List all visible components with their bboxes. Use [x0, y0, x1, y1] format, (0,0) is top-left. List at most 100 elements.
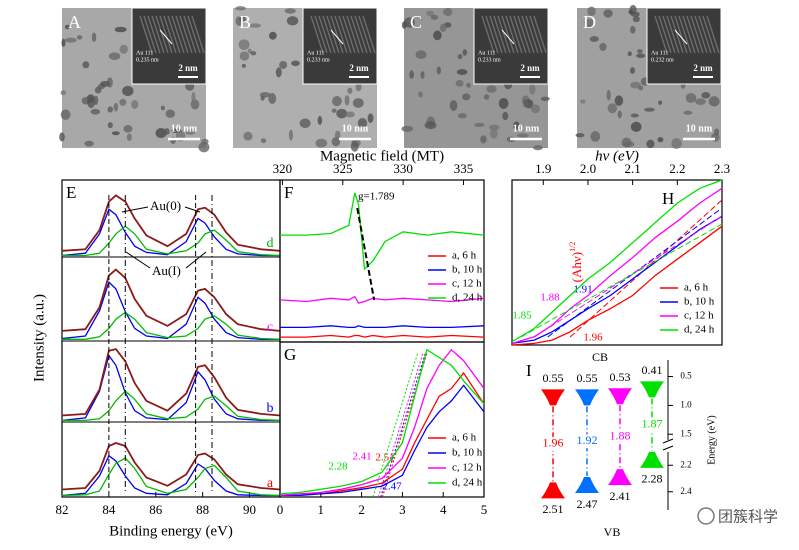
particle	[587, 6, 596, 17]
particle	[638, 85, 644, 91]
lattice-fringe	[322, 15, 336, 54]
particle	[462, 93, 471, 101]
particle	[239, 16, 246, 22]
particle	[426, 10, 435, 17]
x-axis-title: hν (eV)	[595, 148, 639, 164]
particle	[165, 109, 176, 118]
lattice-fringe	[690, 15, 704, 54]
lattice-fringe	[362, 15, 376, 54]
lattice-fringe	[493, 15, 507, 54]
particle	[59, 132, 65, 142]
particle	[123, 125, 133, 133]
particle	[617, 110, 622, 119]
particle	[466, 82, 471, 88]
series-line	[511, 225, 723, 346]
particle	[357, 118, 368, 129]
particle	[599, 42, 607, 51]
particle	[76, 35, 83, 40]
x-axis-title: Magnetic field (MT)	[320, 148, 444, 164]
lattice-fringe	[151, 15, 165, 54]
lattice-fringe	[358, 15, 372, 54]
intercept-label: 1.85	[512, 310, 532, 322]
particle	[637, 49, 643, 54]
lattice-fringe	[489, 15, 503, 54]
annotation: g=1.789	[358, 191, 395, 203]
particle	[630, 121, 642, 132]
y-tick-label: 2.4	[680, 486, 692, 496]
particle	[345, 111, 355, 118]
legend-label: c, 12 h	[452, 462, 482, 474]
legend-label: d, 24 h	[684, 324, 715, 336]
particle	[191, 92, 196, 103]
lattice-fringe	[525, 15, 539, 54]
lattice-fringe	[159, 15, 173, 54]
x-tick-label: 2	[358, 502, 365, 517]
particle	[107, 122, 113, 129]
particle	[630, 113, 639, 118]
x-tick-label: 335	[454, 161, 474, 176]
gap-label-bg	[540, 436, 566, 451]
particle	[334, 130, 341, 140]
particle	[685, 92, 697, 103]
legend-label: a, 6 h	[452, 432, 477, 444]
particle	[107, 106, 114, 113]
x-tick-label: 320	[273, 161, 293, 176]
vb-label: 2.28	[642, 472, 663, 486]
lattice-fringe	[501, 15, 515, 54]
particle	[502, 111, 509, 121]
particle	[575, 133, 585, 138]
x-tick-label: 1	[318, 502, 325, 517]
lattice-fringe	[521, 15, 535, 54]
particle	[239, 51, 250, 61]
lattice-fringe	[163, 15, 177, 54]
particle	[336, 108, 348, 119]
particle	[516, 133, 529, 138]
series-line	[511, 215, 723, 345]
sample-label: a	[267, 476, 274, 491]
y-axis-title: Energy (eV)	[706, 415, 717, 465]
particle	[584, 18, 595, 28]
cb-title: CB	[592, 350, 608, 364]
particle	[489, 128, 498, 139]
particle	[442, 9, 448, 15]
series-line	[280, 334, 485, 338]
y-tick-label: 1.0	[680, 399, 692, 409]
y-axis-title-sup: 1/2	[568, 242, 577, 252]
annotation: Au(0)	[150, 198, 181, 213]
cb-shape	[575, 389, 599, 406]
y-tick-label: 1.5	[680, 428, 692, 438]
series-line	[280, 384, 485, 497]
particle	[632, 16, 640, 23]
particle	[352, 98, 364, 108]
particle	[249, 23, 262, 28]
sample-label: c	[267, 320, 273, 335]
panel-label: F	[284, 183, 293, 202]
particle	[268, 93, 277, 104]
particle	[530, 104, 541, 114]
g-marker	[356, 207, 376, 301]
particle	[420, 71, 425, 79]
lattice-label: Au 111	[651, 50, 668, 56]
particle	[629, 67, 636, 74]
arrow	[121, 206, 149, 213]
particle	[436, 66, 442, 75]
x-tick-label: 5	[481, 502, 488, 517]
x-axis-title: Binding energy (eV)	[109, 523, 233, 539]
particle	[241, 63, 246, 68]
intercept-label: 1.91	[573, 284, 592, 296]
particle	[630, 25, 636, 34]
spacing-label: 0.233 nm	[478, 57, 501, 63]
x-tick-label: 325	[333, 161, 353, 176]
intercept-fit	[380, 351, 427, 498]
cb-label: 0.53	[610, 370, 631, 384]
particle	[644, 107, 655, 112]
lattice-fringe	[517, 15, 531, 54]
lattice-fringe	[706, 15, 720, 54]
particle	[449, 100, 458, 112]
particle	[100, 80, 110, 87]
spectrum	[61, 442, 281, 491]
lattice-fringe	[670, 15, 684, 54]
particle	[713, 128, 720, 136]
vb-label: 2.41	[610, 489, 631, 503]
